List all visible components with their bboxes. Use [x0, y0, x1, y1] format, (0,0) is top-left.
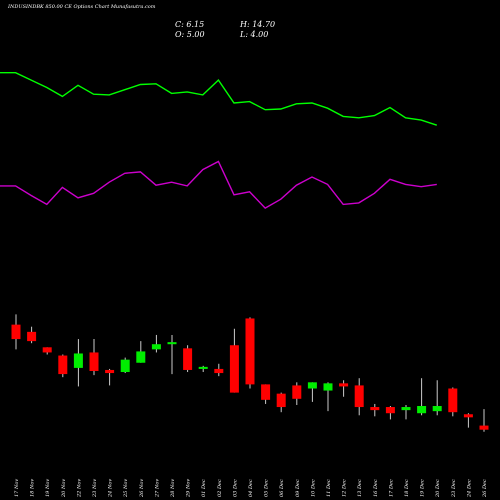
- candle-body: [58, 355, 68, 375]
- candle-body: [479, 425, 489, 430]
- candle-body: [448, 388, 458, 413]
- candle-body: [292, 385, 302, 399]
- x-tick-label: 16 Dec: [373, 479, 379, 497]
- candle-body: [27, 331, 37, 342]
- x-tick-label: 18 Nov: [30, 479, 36, 497]
- x-tick-label: 26 Dec: [482, 479, 488, 498]
- x-tick-label: 19 Dec: [420, 479, 426, 497]
- x-tick-label: 03 Dec: [232, 479, 238, 497]
- x-tick-label: 05 Dec: [264, 479, 270, 497]
- x-tick-label: 26 Nov: [139, 479, 145, 498]
- x-tick-label: 02 Dec: [217, 479, 223, 497]
- x-tick-label: 04 Dec: [248, 479, 254, 497]
- candle-body: [323, 383, 333, 391]
- candle-body: [417, 406, 427, 414]
- candle-body: [11, 324, 21, 340]
- candle-body: [105, 369, 115, 374]
- x-tick-label: 12 Dec: [342, 479, 348, 497]
- candle-body: [183, 348, 193, 370]
- x-tick-label: 18 Dec: [404, 479, 410, 497]
- candle-body: [339, 383, 349, 387]
- candle-body: [401, 407, 411, 411]
- candle-body: [151, 344, 161, 350]
- x-tick-label: 20 Nov: [61, 479, 67, 498]
- x-tick-label: 11 Dec: [326, 479, 332, 497]
- low-value: L: 4.00: [240, 30, 269, 39]
- candle-body: [276, 393, 286, 408]
- candle-body: [463, 414, 473, 418]
- x-tick-label: 01 Dec: [201, 479, 207, 497]
- x-tick-label: 13 Dec: [357, 479, 363, 497]
- candle-body: [120, 359, 130, 373]
- x-tick-label: 28 Nov: [170, 479, 176, 498]
- candle-body: [261, 384, 271, 400]
- close-value: C: 6.15: [175, 20, 205, 29]
- x-tick-label: 06 Dec: [279, 479, 285, 497]
- candle-body: [42, 347, 52, 353]
- open-value: O: 5.00: [175, 30, 205, 39]
- candle-body: [229, 345, 239, 393]
- x-tick-label: 23 Dec: [451, 479, 457, 498]
- x-tick-label: 20 Dec: [435, 479, 441, 498]
- x-tick-label: 17 Dec: [388, 479, 394, 497]
- x-tick-label: 10 Dec: [310, 479, 316, 497]
- candle-body: [136, 351, 146, 363]
- candle-body: [385, 407, 395, 414]
- x-tick-label: 24 Dec: [466, 479, 472, 498]
- x-tick-label: 25 Nov: [123, 479, 129, 498]
- x-tick-label: 22 Nov: [76, 479, 82, 498]
- candle-body: [307, 382, 317, 389]
- candle-body: [432, 406, 442, 412]
- candle-body: [167, 342, 177, 345]
- x-tick-label: 27 Nov: [154, 479, 160, 498]
- candle-body: [198, 366, 208, 369]
- x-tick-label: 19 Nov: [45, 479, 51, 497]
- x-tick-label: 23 Nov: [92, 479, 98, 498]
- x-tick-label: 09 Dec: [295, 479, 301, 497]
- chart-title: INDUSINDBK 850.00 CE Options Chart Munaf…: [8, 4, 156, 10]
- x-tick-label: 17 Nov: [14, 479, 20, 497]
- candle-body: [214, 368, 224, 374]
- high-value: H: 14.70: [240, 20, 276, 29]
- x-tick-label: 29 Nov: [186, 479, 192, 498]
- lower-indicator-line: [0, 160, 437, 209]
- candle-body: [73, 353, 83, 368]
- upper-indicator-line: [0, 71, 438, 126]
- candle-body: [245, 318, 255, 385]
- candle-body: [354, 385, 364, 408]
- x-tick-label: 24 Nov: [108, 479, 114, 498]
- candle-body: [370, 407, 380, 411]
- candle-body: [89, 352, 99, 371]
